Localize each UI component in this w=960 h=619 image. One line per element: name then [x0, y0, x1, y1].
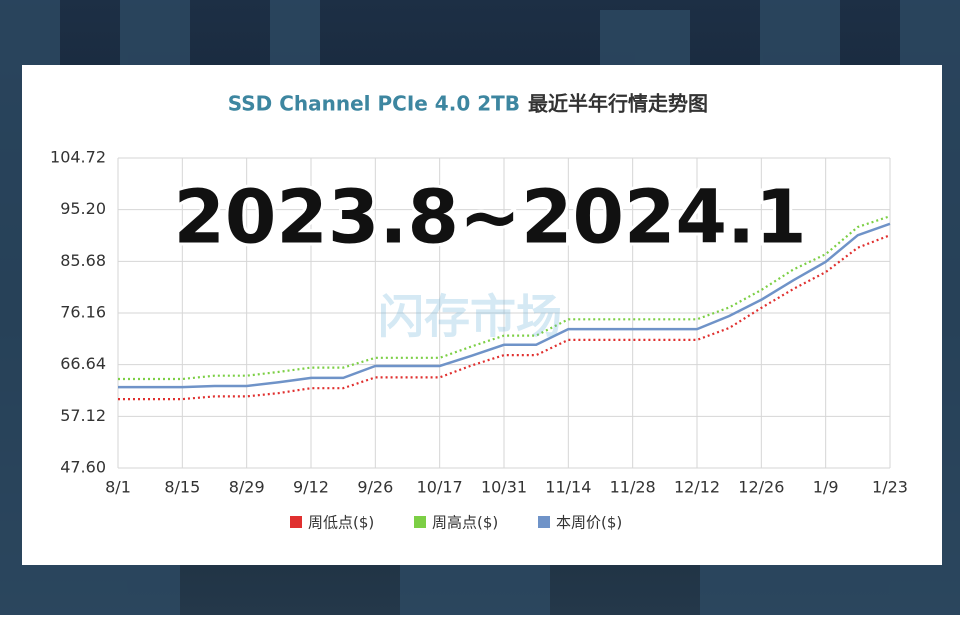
legend-swatch: [414, 516, 426, 528]
x-tick-label: 1/9: [813, 478, 839, 497]
series-line: [118, 234, 891, 401]
y-tick-label: 66.64: [60, 354, 106, 373]
y-tick-label: 95.20: [60, 199, 106, 218]
y-tick-label: 57.12: [60, 406, 106, 425]
y-tick-label: 85.68: [60, 251, 106, 270]
y-tick-label: 104.72: [50, 148, 106, 167]
watermark: 闪存市场: [378, 290, 562, 344]
legend-label: 周高点($): [432, 514, 498, 532]
legend-label: 周低点($): [308, 514, 374, 532]
x-tick-label: 8/29: [229, 478, 265, 497]
y-tick-label: 76.16: [60, 303, 106, 322]
plot: 47.60 57.12 66.64 76.16 85.68 95.20 104.72 8/1 8…: [50, 148, 908, 532]
x-tick-label: 10/31: [481, 478, 527, 497]
x-tick-label: 10/17: [417, 478, 463, 497]
series-line: [118, 215, 891, 381]
x-tick-label: 12/26: [738, 478, 784, 497]
x-tick-label: 1/23: [872, 478, 908, 497]
overlay-annotation: 2023.8~2024.1: [173, 175, 806, 261]
x-tick-label: 11/28: [610, 478, 656, 497]
chart-subtitle: 最近半年行情走势图: [528, 92, 708, 116]
y-tick-label: 47.60: [60, 458, 106, 477]
legend-label: 本周价($): [556, 514, 622, 532]
panel: [22, 65, 942, 565]
x-tick-label: 9/12: [293, 478, 329, 497]
x-tick-label: 9/26: [357, 478, 393, 497]
x-tick-label: 11/14: [545, 478, 591, 497]
legend-swatch: [538, 516, 550, 528]
legend-swatch: [290, 516, 302, 528]
x-tick-label: 8/1: [105, 478, 131, 497]
x-tick-label: 12/12: [674, 478, 720, 497]
x-tick-label: 8/15: [164, 478, 200, 497]
chart-title: SSD Channel PCIe 4.0 2TB: [228, 92, 520, 116]
series-line: [118, 222, 891, 389]
